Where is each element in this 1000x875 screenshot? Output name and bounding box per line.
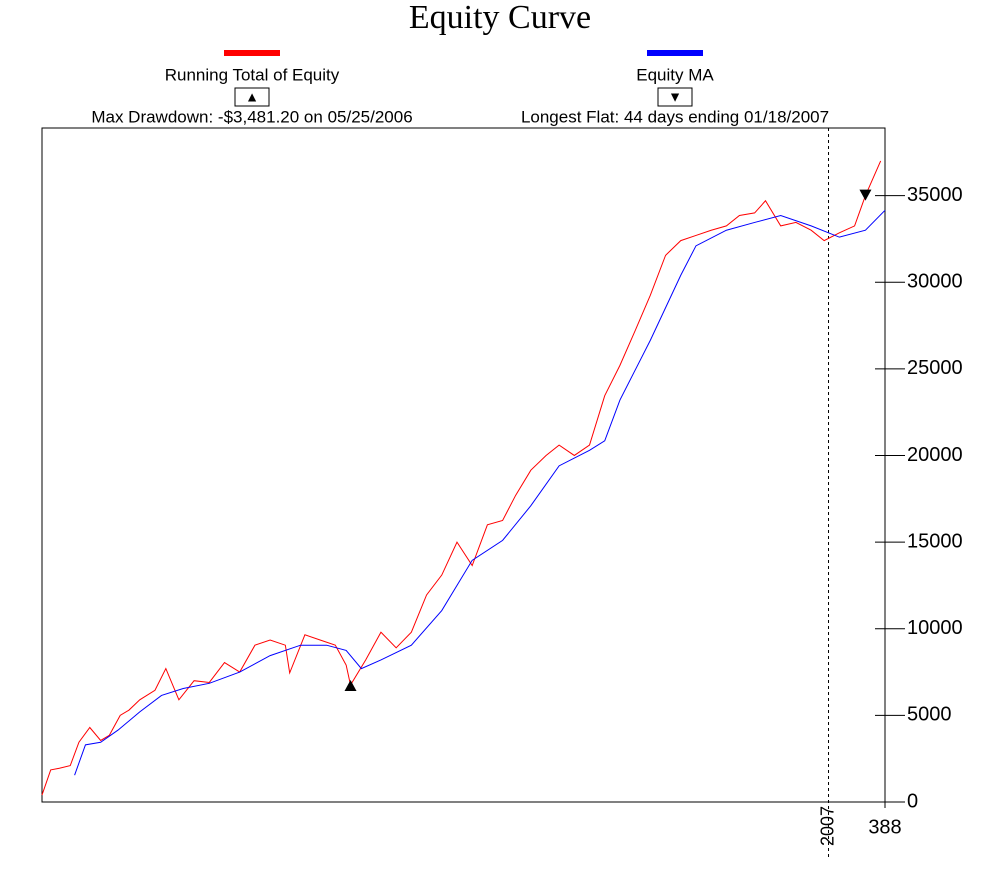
legend-label: Running Total of Equity [165,65,340,84]
y-tick-label: 15000 [907,530,963,552]
legend-swatch [647,50,703,56]
legend-label: Equity MA [636,65,714,84]
legend-symbol-box [234,87,270,107]
legend-symbol: ▼ [668,89,682,105]
y-tick-label: 10000 [907,617,963,639]
y-tick-label: 25000 [907,357,963,379]
y-tick-label: 5000 [907,704,952,726]
plot-frame [41,127,886,803]
y-tick-label: 0 [907,790,918,812]
y-tick-label: 30000 [907,270,963,292]
annotation: Longest Flat: 44 days ending 01/18/2007 [521,107,829,126]
x-tick-label: 388 [868,816,901,838]
legend-symbol: ▲ [245,89,259,105]
y-tick-label: 20000 [907,444,963,466]
series-line [41,160,882,796]
legend-swatch [224,50,280,56]
series-line [74,209,886,776]
marker [344,680,357,692]
y-tick-label: 35000 [907,184,963,206]
legend-symbol-box [657,87,693,107]
marker [859,189,872,201]
x-tick-label: 2007 [817,806,837,846]
annotation: Max Drawdown: -$3,481.20 on 05/25/2006 [91,107,412,126]
chart-title: Equity Curve [409,0,591,36]
